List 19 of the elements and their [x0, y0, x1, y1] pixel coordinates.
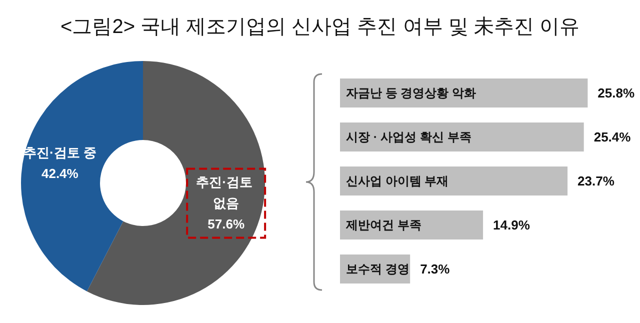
slice-label: 추진·검토 없음 — [196, 174, 256, 211]
bar — [340, 210, 484, 240]
y-tick-label: 자금난 등 경영상황 악화 — [346, 86, 476, 100]
data-label: 23.7% — [578, 174, 615, 188]
data-label: 57.6% — [208, 216, 245, 232]
data-label: 14.9% — [493, 218, 530, 232]
data-label: 25.8% — [598, 86, 635, 100]
y-tick-label: 신사업 아이템 부재 — [346, 174, 449, 188]
text: <그림2> 국내 제조기업의 신사업 추진 여부 및 未추진 이유 — [60, 16, 580, 38]
data-label: 25.4% — [594, 130, 632, 144]
data-label: 7.3% — [420, 262, 450, 276]
y-tick-label: 시장 · 사업성 확신 부족 — [346, 130, 472, 144]
bar — [340, 122, 584, 152]
slice-label: 추진·검토 중 — [23, 144, 96, 160]
data-label: 42.4% — [41, 166, 79, 181]
bar — [340, 78, 588, 108]
y-tick-label: 보수적 경영 — [346, 262, 410, 276]
y-tick-label: 제반여건 부족 — [345, 218, 422, 232]
bar — [340, 166, 568, 196]
